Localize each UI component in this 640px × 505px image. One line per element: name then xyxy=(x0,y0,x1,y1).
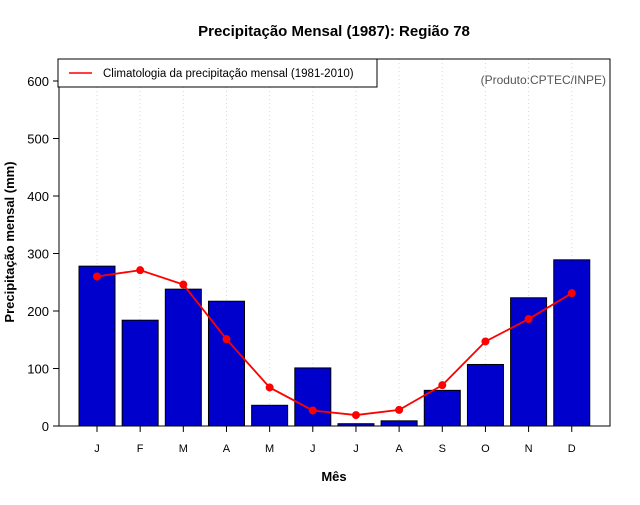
climatology-point xyxy=(265,383,274,392)
climatology-point xyxy=(395,405,404,414)
y-tick-label: 600 xyxy=(27,74,49,89)
bar xyxy=(380,420,418,427)
y-tick-label: 0 xyxy=(42,419,49,434)
bar xyxy=(164,288,202,427)
x-tick-label: M xyxy=(179,443,188,455)
bar xyxy=(294,367,332,427)
y-tick-label: 500 xyxy=(27,132,49,147)
bar xyxy=(553,259,591,427)
legend-box xyxy=(57,58,378,88)
x-tick-label: O xyxy=(481,443,490,455)
climatology-point xyxy=(481,337,490,346)
y-axis-label: Precipitação mensal (mm) xyxy=(2,161,17,322)
x-tick-label: D xyxy=(568,443,576,455)
climatology-point xyxy=(179,280,188,289)
x-tick-label: J xyxy=(353,443,359,455)
climatology-point xyxy=(351,411,360,420)
legend-entry-climatology: Climatologia da precipitação mensal (198… xyxy=(103,68,354,80)
bar xyxy=(121,319,159,427)
x-tick-label: M xyxy=(265,443,274,455)
y-tick-label: 400 xyxy=(27,189,49,204)
y-tick-label: 200 xyxy=(27,304,49,319)
x-tick-label: J xyxy=(94,443,100,455)
climatology-point xyxy=(308,406,317,415)
y-tick-label: 100 xyxy=(27,362,49,377)
climatology-polyline xyxy=(96,269,573,416)
chart-title: Precipitação Mensal (1987): Região 78 xyxy=(198,23,470,40)
bar xyxy=(78,265,116,427)
bar xyxy=(466,363,504,427)
bar xyxy=(510,297,548,427)
x-tick-label: A xyxy=(395,443,403,455)
climatology-point xyxy=(524,315,533,324)
climatology-point xyxy=(222,335,231,344)
x-tick-label: F xyxy=(137,443,144,455)
bar xyxy=(207,300,245,427)
credit-annotation: (Produto:CPTEC/INPE) xyxy=(481,73,606,87)
y-tick-label: 300 xyxy=(27,247,49,262)
climatology-point xyxy=(136,266,145,275)
x-tick-label: A xyxy=(223,443,231,455)
x-tick-label: J xyxy=(310,443,316,455)
bar xyxy=(251,404,289,427)
bar xyxy=(423,389,461,427)
x-axis-label: Mês xyxy=(321,469,346,484)
x-tick-label: N xyxy=(525,443,533,455)
climatology-point xyxy=(567,289,576,298)
climatology-point xyxy=(93,272,101,281)
legend: Climatologia da precipitação mensal (198… xyxy=(57,58,378,88)
x-tick-label: S xyxy=(439,443,446,455)
y-axis: 0 100 200 300 400 500 600 xyxy=(27,74,59,434)
bars xyxy=(78,259,591,427)
climatology-line xyxy=(93,266,576,420)
climatology-point xyxy=(438,381,447,390)
